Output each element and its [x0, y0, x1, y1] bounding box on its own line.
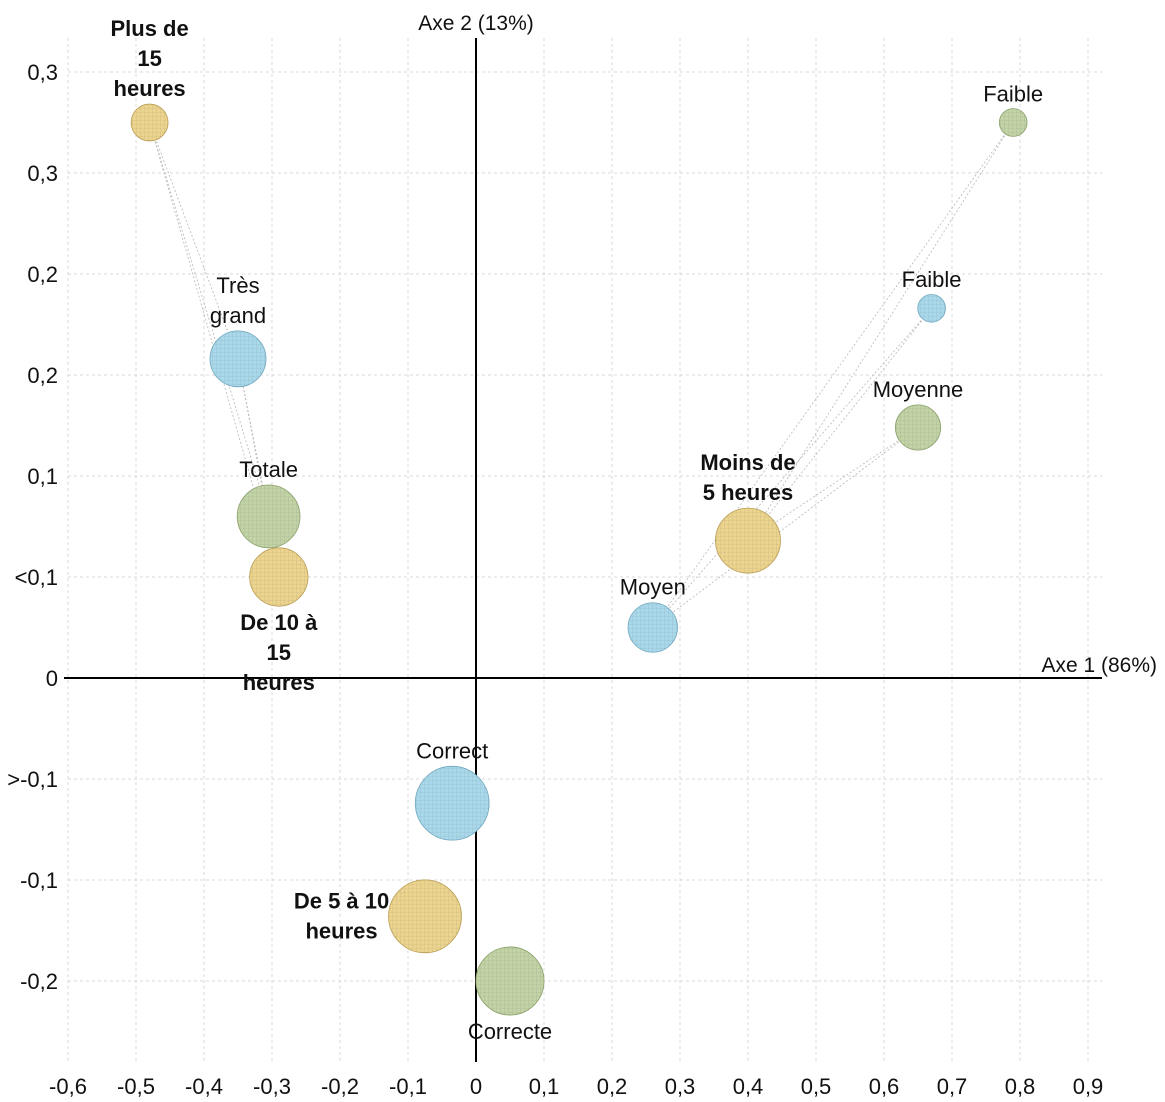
point-label: Plus de 15 heures: [110, 16, 188, 101]
tick-labels: -0,6 -0,5 -0,4 -0,3 -0,2 -0,1 0 0,1 0,2 0,3 0,4 0,5…: [7, 60, 1103, 1099]
bubble-yellow: [130, 103, 169, 142]
point-label: De 10 à 15 heures: [240, 610, 318, 695]
x-tick-label: 0,8: [1005, 1074, 1036, 1099]
point-labels: Plus de 15 heures Très grand Totale De 10 à 15 h…: [110, 16, 1043, 1044]
connector-line: [652, 122, 1014, 628]
bubble-yellow: [249, 547, 309, 607]
point-label: Moins de 5 heures: [700, 450, 795, 505]
x-tick-label: -0,2: [321, 1074, 359, 1099]
connector-line: [747, 122, 1014, 541]
point-label: Très grand: [210, 273, 266, 328]
bubble-blue: [627, 602, 678, 653]
bubble-green: [998, 108, 1028, 137]
y-tick-label: >-0,1: [7, 767, 58, 792]
x-tick-label: 0,5: [801, 1074, 832, 1099]
bubble-blue: [209, 330, 267, 388]
connector-line: [652, 308, 932, 628]
point-label: Totale: [239, 457, 298, 482]
x-tick-label: 0,1: [529, 1074, 560, 1099]
x-tick-label: -0,1: [389, 1074, 427, 1099]
bubbles: [130, 103, 1028, 1016]
point-label: Faible: [983, 81, 1043, 106]
bubble-blue: [414, 765, 490, 841]
grid-lines: [67, 38, 1102, 1062]
x-tick-label: -0,3: [253, 1074, 291, 1099]
x-tick-label: 0,9: [1073, 1074, 1104, 1099]
point-label: Moyenne: [873, 377, 964, 402]
bubble-yellow: [715, 507, 781, 574]
connector-line: [747, 308, 932, 541]
y-tick-label: 0,1: [27, 464, 58, 489]
bubble-yellow: [388, 879, 462, 954]
x-tick-label: -0,4: [185, 1074, 223, 1099]
x-tick-label: 0,3: [665, 1074, 696, 1099]
y-tick-label: <0,1: [15, 565, 58, 590]
bubble-green: [475, 946, 545, 1016]
x-tick-label: 0: [470, 1074, 482, 1099]
axes: [64, 38, 1102, 1062]
x-tick-label: -0,6: [49, 1074, 87, 1099]
x-tick-label: 0,4: [733, 1074, 764, 1099]
connector-line: [149, 122, 269, 517]
point-label: De 5 à 10 heures: [294, 888, 389, 943]
y-tick-label: -0,2: [20, 969, 58, 994]
y-tick-label: 0,3: [27, 60, 58, 85]
y-tick-label: 0: [46, 666, 58, 691]
x-tick-label: -0,5: [117, 1074, 155, 1099]
x-tick-label: 0,6: [869, 1074, 900, 1099]
bubble-blue: [917, 294, 946, 323]
y-tick-label: -0,1: [20, 868, 58, 893]
bubble-green: [894, 404, 942, 451]
y-tick-label: 0,3: [27, 161, 58, 186]
point-label: Correct: [416, 738, 488, 763]
y-tick-label: 0,2: [27, 262, 58, 287]
y-axis-title: Axe 2 (13%): [418, 12, 534, 35]
x-tick-label: 0,7: [937, 1074, 968, 1099]
y-tick-label: 0,2: [27, 363, 58, 388]
bubble-green: [236, 484, 301, 549]
x-axis-title: Axe 1 (86%): [1041, 654, 1157, 677]
x-tick-label: 0,2: [597, 1074, 628, 1099]
point-label: Moyen: [620, 575, 686, 600]
point-label: Faible: [902, 267, 962, 292]
connector-line: [652, 427, 919, 628]
point-label: Correcte: [468, 1019, 552, 1044]
